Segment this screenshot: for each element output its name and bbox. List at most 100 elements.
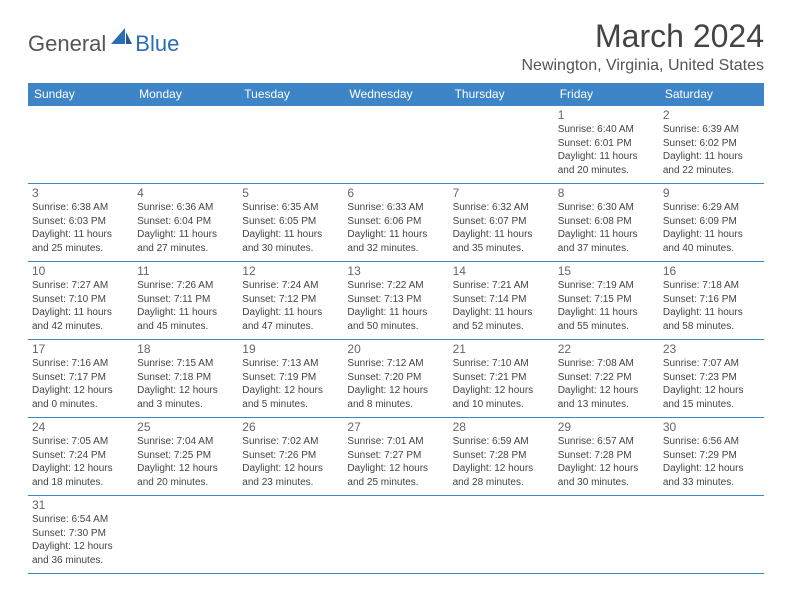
sunset-line: Sunset: 7:30 PM [32, 527, 129, 541]
sunrise-line: Sunrise: 7:08 AM [558, 357, 655, 371]
calendar-empty-cell [659, 496, 764, 574]
daylight-line: Daylight: 12 hours and 15 minutes. [663, 384, 760, 411]
day-info: Sunrise: 6:57 AMSunset: 7:28 PMDaylight:… [558, 435, 655, 489]
day-number: 31 [32, 498, 129, 512]
sunset-line: Sunset: 7:13 PM [347, 293, 444, 307]
sunrise-line: Sunrise: 6:35 AM [242, 201, 339, 215]
day-info: Sunrise: 6:29 AMSunset: 6:09 PMDaylight:… [663, 201, 760, 255]
sunrise-line: Sunrise: 7:10 AM [453, 357, 550, 371]
calendar-day-cell: 14Sunrise: 7:21 AMSunset: 7:14 PMDayligh… [449, 262, 554, 340]
daylight-line: Daylight: 12 hours and 33 minutes. [663, 462, 760, 489]
daylight-line: Daylight: 11 hours and 20 minutes. [558, 150, 655, 177]
daylight-line: Daylight: 11 hours and 42 minutes. [32, 306, 129, 333]
daylight-line: Daylight: 12 hours and 3 minutes. [137, 384, 234, 411]
daylight-line: Daylight: 11 hours and 58 minutes. [663, 306, 760, 333]
calendar-day-cell: 13Sunrise: 7:22 AMSunset: 7:13 PMDayligh… [343, 262, 448, 340]
calendar-day-cell: 21Sunrise: 7:10 AMSunset: 7:21 PMDayligh… [449, 340, 554, 418]
calendar-week-row: 1Sunrise: 6:40 AMSunset: 6:01 PMDaylight… [28, 106, 764, 184]
sunset-line: Sunset: 7:27 PM [347, 449, 444, 463]
calendar-day-cell: 5Sunrise: 6:35 AMSunset: 6:05 PMDaylight… [238, 184, 343, 262]
daylight-line: Daylight: 12 hours and 5 minutes. [242, 384, 339, 411]
sunrise-line: Sunrise: 7:22 AM [347, 279, 444, 293]
calendar-empty-cell [238, 106, 343, 184]
calendar-day-cell: 27Sunrise: 7:01 AMSunset: 7:27 PMDayligh… [343, 418, 448, 496]
day-number: 22 [558, 342, 655, 356]
day-info: Sunrise: 7:16 AMSunset: 7:17 PMDaylight:… [32, 357, 129, 411]
day-number: 16 [663, 264, 760, 278]
weekday-header-row: SundayMondayTuesdayWednesdayThursdayFrid… [28, 83, 764, 106]
day-info: Sunrise: 7:10 AMSunset: 7:21 PMDaylight:… [453, 357, 550, 411]
day-number: 29 [558, 420, 655, 434]
calendar-week-row: 10Sunrise: 7:27 AMSunset: 7:10 PMDayligh… [28, 262, 764, 340]
weekday-header: Saturday [659, 83, 764, 106]
calendar-day-cell: 24Sunrise: 7:05 AMSunset: 7:24 PMDayligh… [28, 418, 133, 496]
daylight-line: Daylight: 12 hours and 30 minutes. [558, 462, 655, 489]
daylight-line: Daylight: 11 hours and 52 minutes. [453, 306, 550, 333]
daylight-line: Daylight: 11 hours and 37 minutes. [558, 228, 655, 255]
day-number: 25 [137, 420, 234, 434]
calendar-day-cell: 4Sunrise: 6:36 AMSunset: 6:04 PMDaylight… [133, 184, 238, 262]
day-info: Sunrise: 6:39 AMSunset: 6:02 PMDaylight:… [663, 123, 760, 177]
calendar-week-row: 24Sunrise: 7:05 AMSunset: 7:24 PMDayligh… [28, 418, 764, 496]
sunrise-line: Sunrise: 6:29 AM [663, 201, 760, 215]
daylight-line: Daylight: 12 hours and 20 minutes. [137, 462, 234, 489]
day-number: 3 [32, 186, 129, 200]
day-number: 17 [32, 342, 129, 356]
day-number: 30 [663, 420, 760, 434]
day-info: Sunrise: 7:26 AMSunset: 7:11 PMDaylight:… [137, 279, 234, 333]
sunrise-line: Sunrise: 7:05 AM [32, 435, 129, 449]
daylight-line: Daylight: 12 hours and 23 minutes. [242, 462, 339, 489]
sunset-line: Sunset: 7:28 PM [453, 449, 550, 463]
sunset-line: Sunset: 7:19 PM [242, 371, 339, 385]
daylight-line: Daylight: 11 hours and 55 minutes. [558, 306, 655, 333]
sunset-line: Sunset: 7:15 PM [558, 293, 655, 307]
day-number: 20 [347, 342, 444, 356]
day-info: Sunrise: 7:15 AMSunset: 7:18 PMDaylight:… [137, 357, 234, 411]
sunrise-line: Sunrise: 7:01 AM [347, 435, 444, 449]
calendar-day-cell: 31Sunrise: 6:54 AMSunset: 7:30 PMDayligh… [28, 496, 133, 574]
day-info: Sunrise: 7:18 AMSunset: 7:16 PMDaylight:… [663, 279, 760, 333]
calendar-day-cell: 6Sunrise: 6:33 AMSunset: 6:06 PMDaylight… [343, 184, 448, 262]
sunrise-line: Sunrise: 6:54 AM [32, 513, 129, 527]
sunset-line: Sunset: 7:23 PM [663, 371, 760, 385]
calendar-empty-cell [28, 106, 133, 184]
calendar-day-cell: 22Sunrise: 7:08 AMSunset: 7:22 PMDayligh… [554, 340, 659, 418]
sunset-line: Sunset: 7:17 PM [32, 371, 129, 385]
day-info: Sunrise: 7:05 AMSunset: 7:24 PMDaylight:… [32, 435, 129, 489]
calendar-empty-cell [554, 496, 659, 574]
daylight-line: Daylight: 12 hours and 28 minutes. [453, 462, 550, 489]
day-info: Sunrise: 7:04 AMSunset: 7:25 PMDaylight:… [137, 435, 234, 489]
day-number: 18 [137, 342, 234, 356]
day-number: 12 [242, 264, 339, 278]
sunset-line: Sunset: 7:16 PM [663, 293, 760, 307]
day-info: Sunrise: 7:07 AMSunset: 7:23 PMDaylight:… [663, 357, 760, 411]
calendar-day-cell: 26Sunrise: 7:02 AMSunset: 7:26 PMDayligh… [238, 418, 343, 496]
day-info: Sunrise: 6:35 AMSunset: 6:05 PMDaylight:… [242, 201, 339, 255]
sunrise-line: Sunrise: 7:26 AM [137, 279, 234, 293]
sunset-line: Sunset: 7:14 PM [453, 293, 550, 307]
day-info: Sunrise: 7:21 AMSunset: 7:14 PMDaylight:… [453, 279, 550, 333]
day-info: Sunrise: 6:54 AMSunset: 7:30 PMDaylight:… [32, 513, 129, 567]
calendar-day-cell: 11Sunrise: 7:26 AMSunset: 7:11 PMDayligh… [133, 262, 238, 340]
day-info: Sunrise: 7:22 AMSunset: 7:13 PMDaylight:… [347, 279, 444, 333]
calendar-week-row: 17Sunrise: 7:16 AMSunset: 7:17 PMDayligh… [28, 340, 764, 418]
day-number: 19 [242, 342, 339, 356]
day-number: 23 [663, 342, 760, 356]
sunset-line: Sunset: 7:26 PM [242, 449, 339, 463]
daylight-line: Daylight: 11 hours and 35 minutes. [453, 228, 550, 255]
calendar-day-cell: 19Sunrise: 7:13 AMSunset: 7:19 PMDayligh… [238, 340, 343, 418]
daylight-line: Daylight: 11 hours and 25 minutes. [32, 228, 129, 255]
day-info: Sunrise: 6:30 AMSunset: 6:08 PMDaylight:… [558, 201, 655, 255]
day-number: 2 [663, 108, 760, 122]
calendar-day-cell: 30Sunrise: 6:56 AMSunset: 7:29 PMDayligh… [659, 418, 764, 496]
weekday-header: Monday [133, 83, 238, 106]
sunrise-line: Sunrise: 6:32 AM [453, 201, 550, 215]
sunrise-line: Sunrise: 6:33 AM [347, 201, 444, 215]
daylight-line: Daylight: 12 hours and 18 minutes. [32, 462, 129, 489]
day-info: Sunrise: 6:59 AMSunset: 7:28 PMDaylight:… [453, 435, 550, 489]
calendar-day-cell: 20Sunrise: 7:12 AMSunset: 7:20 PMDayligh… [343, 340, 448, 418]
sunset-line: Sunset: 6:09 PM [663, 215, 760, 229]
day-info: Sunrise: 6:40 AMSunset: 6:01 PMDaylight:… [558, 123, 655, 177]
daylight-line: Daylight: 12 hours and 36 minutes. [32, 540, 129, 567]
sunset-line: Sunset: 7:21 PM [453, 371, 550, 385]
